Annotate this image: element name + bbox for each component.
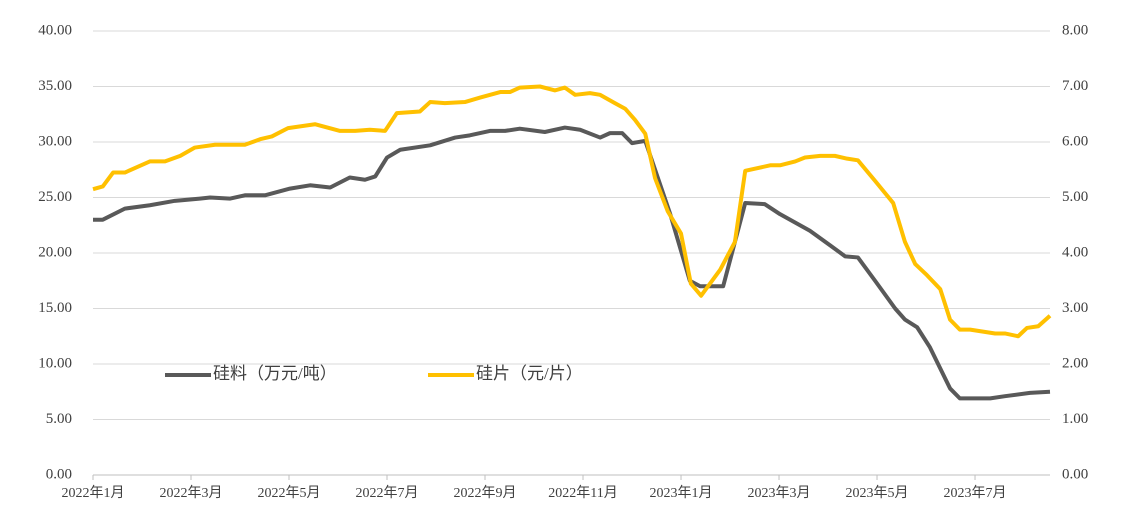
y2-tick-label: 7.00 xyxy=(1062,78,1088,94)
legend-label: 硅片（元/片） xyxy=(476,364,583,383)
y-tick-label: 25.00 xyxy=(38,189,72,205)
x-tick-label: 2023年1月 xyxy=(650,485,713,501)
series-line xyxy=(92,84,1052,339)
y2-tick-label: 2.00 xyxy=(1062,355,1088,371)
legend-label: 硅料（万元/吨） xyxy=(213,364,337,383)
y-tick-label: 10.00 xyxy=(38,355,72,371)
y-tick-label: 35.00 xyxy=(38,78,72,94)
x-tick-label: 2022年1月 xyxy=(62,485,125,501)
x-tick-label: 2022年11月 xyxy=(548,485,617,501)
y2-tick-label: 6.00 xyxy=(1062,133,1088,149)
y-tick-label: 20.00 xyxy=(38,244,72,260)
x-tick-label: 2022年3月 xyxy=(160,485,223,501)
y2-tick-label: 0.00 xyxy=(1062,466,1088,482)
y-tick-label: 15.00 xyxy=(38,300,72,316)
y-tick-label: 0.00 xyxy=(46,466,72,482)
y2-tick-label: 4.00 xyxy=(1062,244,1088,260)
series-line xyxy=(93,125,1051,401)
y-tick-label: 40.00 xyxy=(38,22,72,38)
x-tick-label: 2022年5月 xyxy=(258,485,321,501)
y2-tick-label: 3.00 xyxy=(1062,300,1088,316)
y-tick-label: 30.00 xyxy=(38,133,72,149)
x-tick-label: 2022年9月 xyxy=(454,485,517,501)
x-tick-label: 2023年3月 xyxy=(748,485,811,501)
y-tick-label: 5.00 xyxy=(46,411,72,427)
x-tick-label: 2023年5月 xyxy=(846,485,909,501)
x-tick-label: 2023年7月 xyxy=(944,485,1007,501)
y2-tick-label: 5.00 xyxy=(1062,189,1088,205)
y2-tick-label: 1.00 xyxy=(1062,411,1088,427)
y2-tick-label: 8.00 xyxy=(1062,22,1088,38)
x-tick-label: 2022年7月 xyxy=(356,485,419,501)
